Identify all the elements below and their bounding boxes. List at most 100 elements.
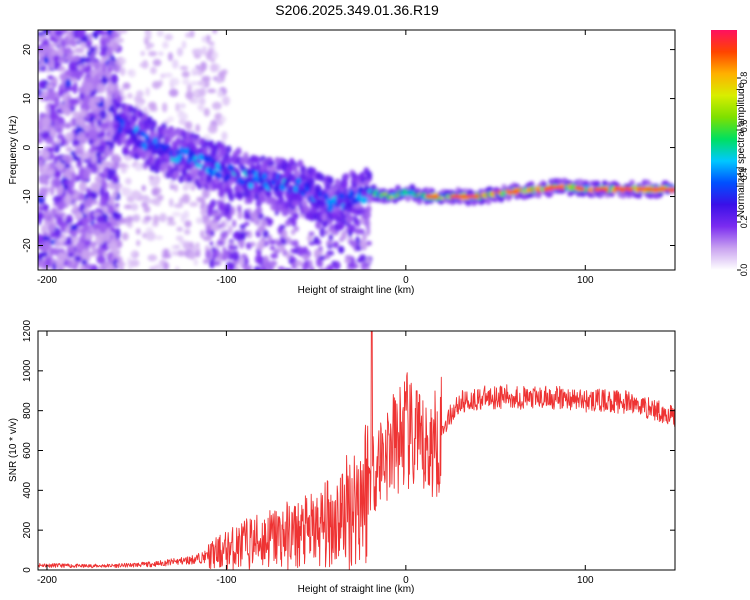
heatmap-cell	[118, 30, 128, 34]
heatmap-cell	[107, 242, 117, 251]
heatmap-cell	[120, 136, 127, 145]
heatmap-cell	[165, 135, 172, 144]
heatmap-cell	[200, 63, 205, 73]
heatmap-cell	[260, 195, 267, 204]
heatmap-cell	[224, 205, 229, 216]
heatmap-cell	[206, 224, 211, 235]
heatmap-cell	[147, 254, 158, 262]
heatmap-cell	[261, 217, 266, 225]
heatmap-cell	[148, 175, 155, 181]
heatmap-cell	[57, 200, 65, 211]
heatmap-cell	[319, 227, 326, 238]
heatmap-cell	[297, 269, 300, 270]
heatmap-cell	[344, 258, 352, 264]
heatmap-cell	[182, 193, 191, 204]
heatmap-cell	[152, 80, 161, 89]
heatmap-cell	[101, 232, 111, 242]
heatmap-cell	[152, 214, 159, 224]
heatmap-cell	[353, 214, 358, 225]
snr-panel: -200 -100 0 100 0 200 400 600 800 1000 1200 Heigh…	[8, 319, 676, 595]
heatmap-cell	[260, 264, 266, 270]
heatmap-cell	[47, 75, 54, 80]
heatmap-cell	[541, 181, 548, 188]
snr-y-tick-label: 1000	[22, 359, 33, 382]
heatmap-cell	[255, 199, 262, 208]
heatmap-cell	[87, 197, 93, 205]
heatmap-cell	[225, 145, 232, 154]
heatmap-cell	[116, 95, 123, 104]
heatmap-cell	[225, 156, 232, 165]
heatmap-cell	[44, 256, 52, 268]
heatmap-cell	[38, 233, 44, 245]
heatmap-cell	[171, 211, 181, 217]
colorbar-ticks: 0.0 0.2 0.4 0.6 0.8	[737, 72, 749, 276]
heatmap-cell	[257, 170, 263, 178]
heatmap-cell	[334, 274, 339, 282]
heatmap-cell	[323, 254, 331, 260]
heatmap-cell	[206, 35, 211, 41]
heatmap-cell	[122, 82, 131, 90]
heatmap-cell	[111, 174, 119, 184]
heatmap-cell	[250, 211, 258, 220]
heatmap-cell	[259, 226, 266, 232]
heatmap-cell	[239, 230, 247, 241]
heatmap-cell	[155, 235, 164, 240]
heatmap-cell	[57, 58, 66, 64]
heatmap-cell	[169, 184, 175, 190]
heatmap-cell	[366, 170, 373, 179]
heatmap-cell	[143, 205, 151, 213]
snr-y-tick-label: 800	[22, 402, 33, 419]
heatmap-cell	[226, 212, 232, 221]
heatmap-cell	[644, 179, 651, 186]
heatmap-cell	[347, 261, 355, 269]
heatmap-cell	[107, 66, 113, 73]
heatmap-cell	[277, 229, 283, 235]
heatmap-cell	[221, 131, 228, 141]
heatmap-cell	[262, 172, 268, 180]
heatmap-cell	[146, 42, 155, 49]
heatmap-cell	[216, 240, 225, 246]
heatmap-cell	[364, 210, 371, 219]
colorbar-tick-label: 0.2	[739, 216, 749, 229]
heatmap-cell	[211, 101, 222, 110]
heatmap-cell	[370, 184, 377, 191]
heatmap-cell	[514, 189, 519, 193]
heatmap-cell	[318, 173, 325, 182]
heatmap-cell	[142, 143, 148, 151]
heatmap-cell	[72, 201, 78, 213]
heatmap-cell	[234, 266, 240, 270]
heatmap-cell	[69, 189, 75, 196]
heatmap-cell	[38, 186, 48, 198]
heatmap-cell	[72, 192, 79, 199]
heatmap-cell	[309, 265, 315, 270]
heatmap-cell	[332, 241, 339, 249]
heatmap-cell	[55, 139, 62, 145]
heatmap-cell	[207, 203, 214, 213]
heatmap-cell	[79, 92, 85, 100]
heatmap-cell	[47, 147, 55, 153]
heatmap-cell	[97, 247, 104, 256]
heatmap-cell	[94, 175, 103, 183]
heatmap-cell	[366, 226, 371, 236]
heatmap-cell	[243, 221, 250, 226]
heatmap-cell	[278, 224, 286, 230]
heatmap-cell	[360, 241, 368, 250]
heatmap-cell	[206, 155, 212, 163]
heatmap-cell	[99, 155, 104, 162]
heatmap-cell	[346, 200, 352, 208]
heatmap-cell	[350, 240, 358, 248]
heatmap-cell	[284, 177, 290, 185]
spectrogram-x-tick-label: 100	[577, 275, 594, 286]
heatmap-cell	[47, 83, 54, 89]
heatmap-cell	[280, 238, 287, 246]
heatmap-cell	[276, 240, 282, 247]
heatmap-cell	[75, 241, 85, 252]
heatmap-cell	[347, 275, 354, 281]
heatmap-cell	[273, 249, 281, 254]
heatmap-cell	[145, 87, 150, 97]
heatmap-cell	[185, 135, 192, 144]
heatmap-cell	[46, 105, 51, 117]
colorbar: 0.0 0.2 0.4 0.6 0.8 Normalized spectral ampl…	[711, 30, 749, 276]
heatmap-cell	[180, 213, 186, 221]
heatmap-cell	[162, 72, 173, 78]
